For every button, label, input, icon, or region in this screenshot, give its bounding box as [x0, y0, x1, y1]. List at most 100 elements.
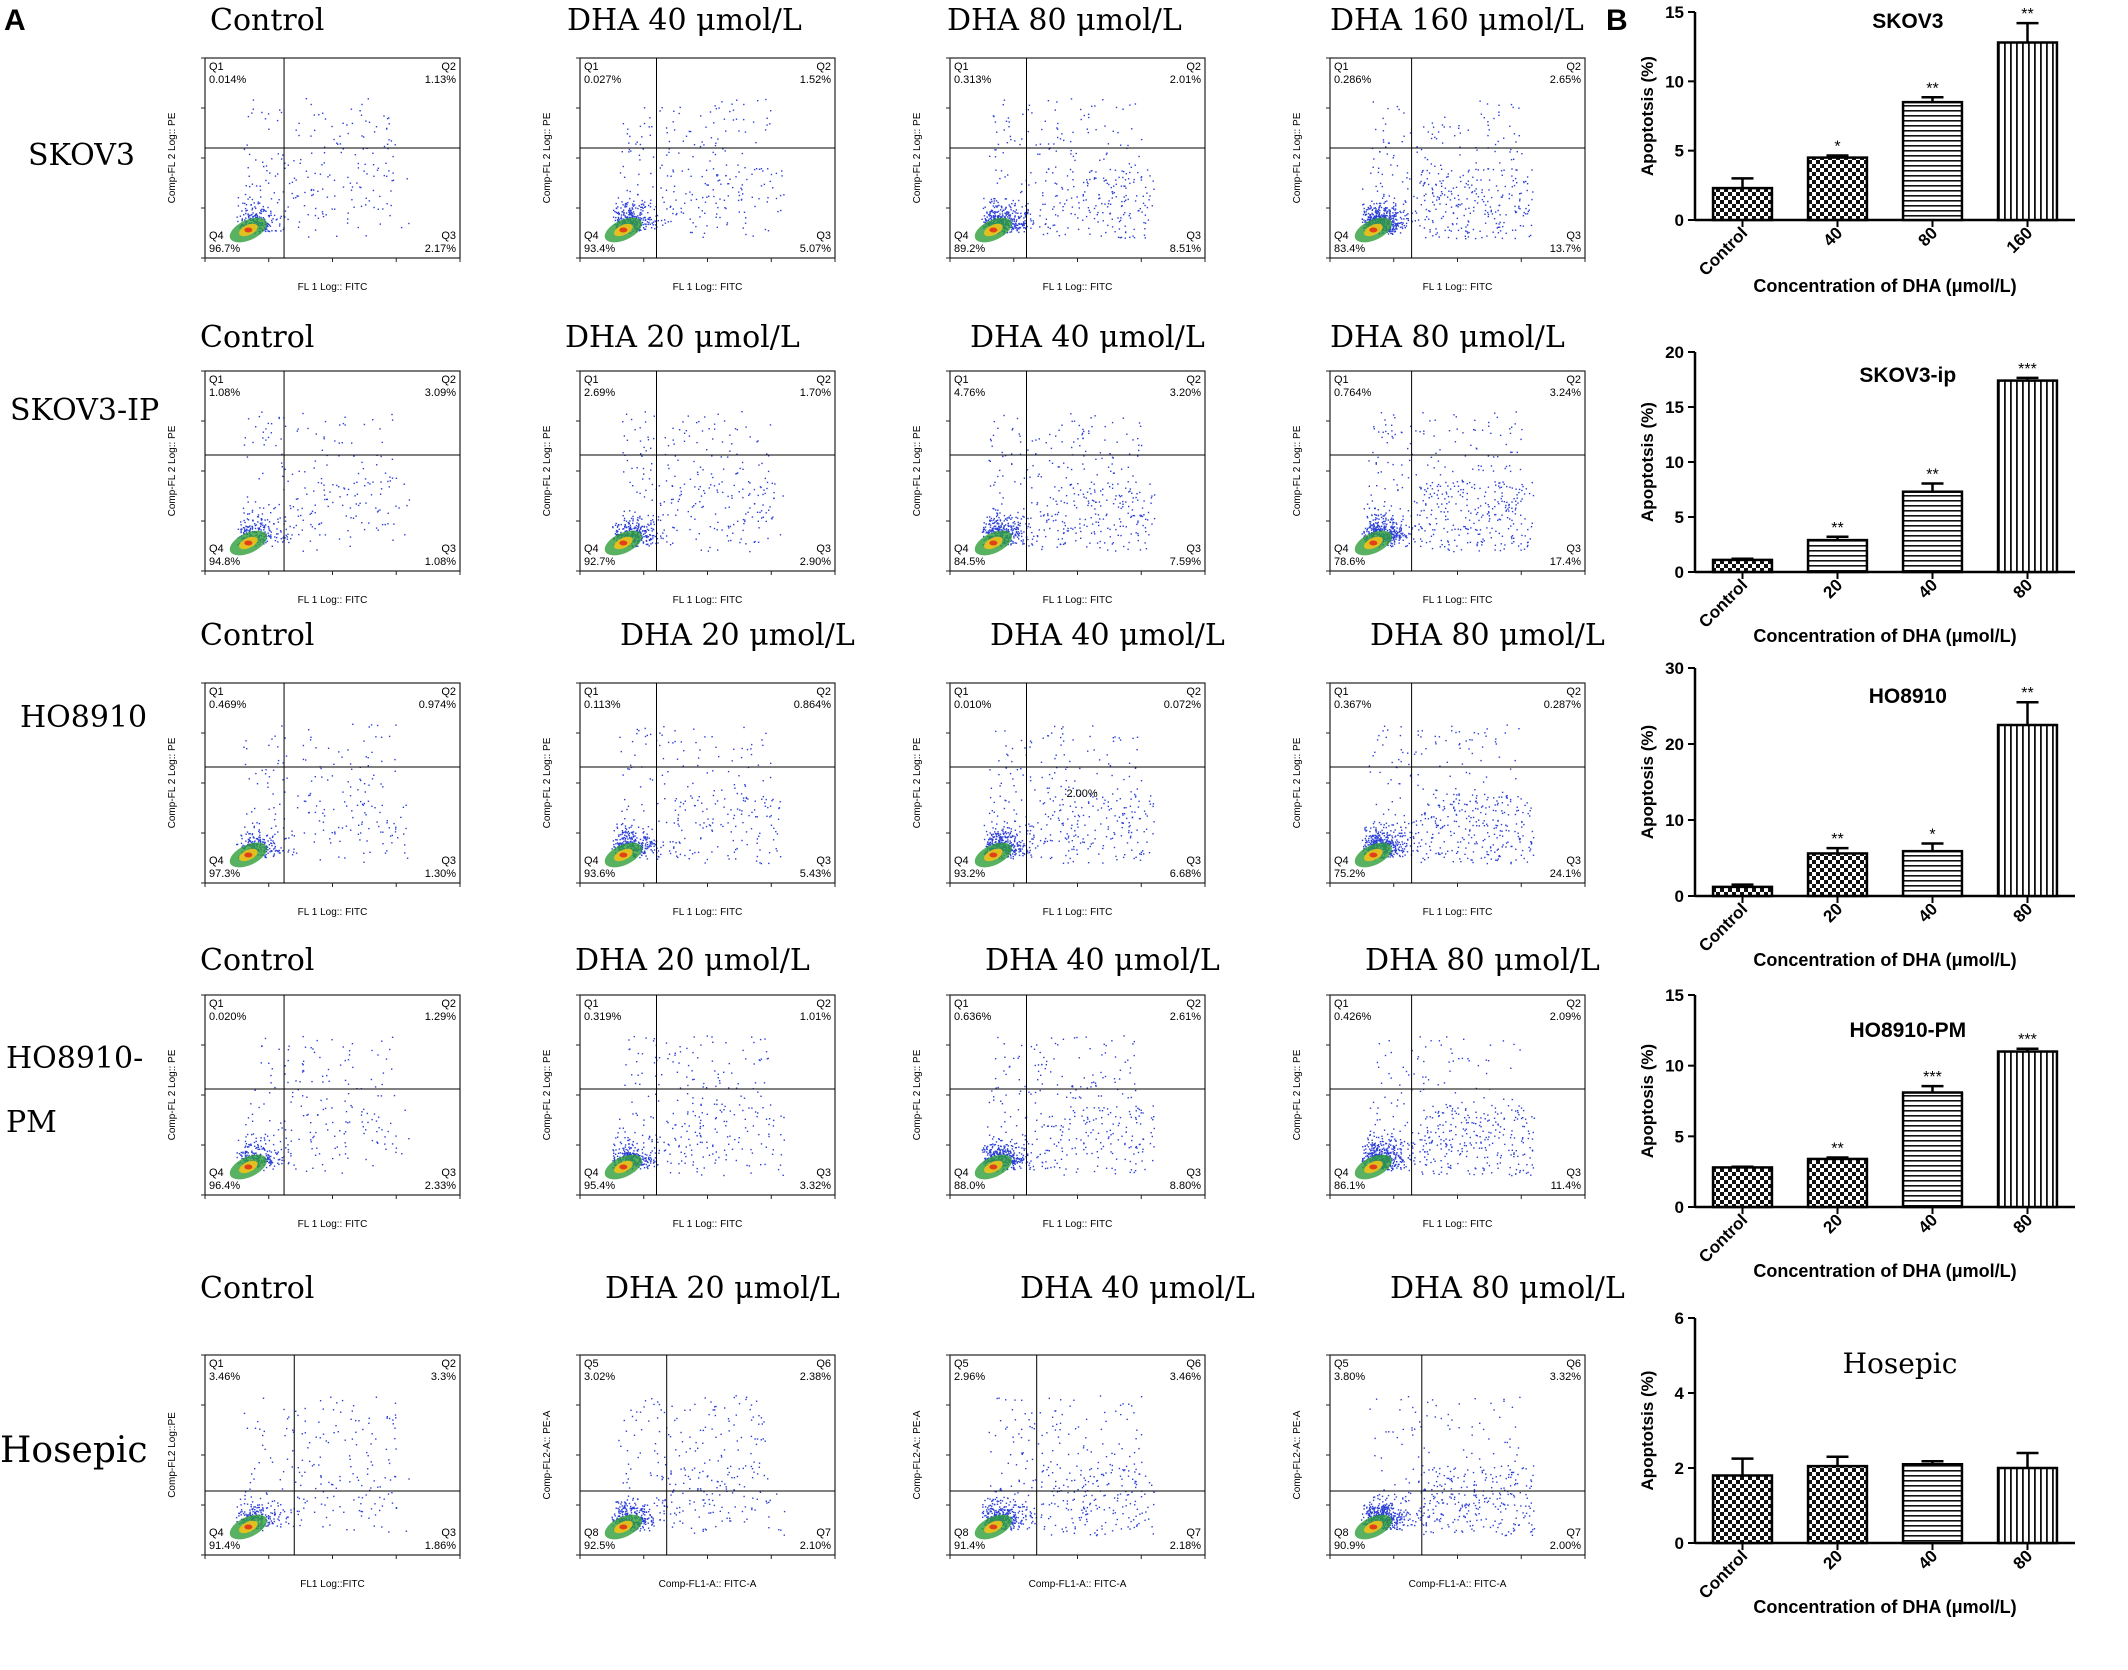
event-dot [1098, 198, 1099, 199]
event-dot [259, 527, 260, 528]
event-dot [1108, 184, 1109, 185]
event-dot [322, 450, 323, 451]
event-dot [1501, 501, 1502, 502]
event-dot [993, 523, 994, 524]
event-dot [1478, 469, 1479, 470]
event-dot [1016, 209, 1017, 210]
event-dot [635, 527, 636, 528]
event-dot [315, 460, 316, 461]
event-dot [652, 530, 653, 531]
event-dot [681, 208, 682, 209]
event-dot [1081, 434, 1082, 435]
event-dot [1468, 171, 1469, 172]
event-dot [716, 175, 717, 176]
event-dot [287, 536, 288, 537]
event-dot [1478, 465, 1479, 466]
event-dot [1057, 547, 1058, 548]
event-dot [742, 469, 743, 470]
quadrant-br-name: Q3 [816, 543, 831, 555]
event-dot [997, 529, 998, 530]
event-dot [653, 535, 654, 536]
event-dot [1473, 523, 1474, 524]
event-dot [1409, 460, 1410, 461]
event-dot [1107, 206, 1108, 207]
event-dot [650, 448, 651, 449]
event-dot [1488, 511, 1489, 512]
event-dot [996, 200, 997, 201]
dot-cloud [237, 98, 410, 238]
event-dot [1476, 544, 1477, 545]
event-dot [1136, 524, 1137, 525]
event-dot [1531, 225, 1532, 226]
event-dot [1095, 178, 1096, 179]
event-dot [649, 478, 650, 479]
event-dot [244, 149, 245, 150]
event-dot [1519, 489, 1520, 490]
event-dot [1078, 202, 1079, 203]
event-dot [348, 133, 349, 134]
event-dot [673, 439, 674, 440]
event-dot [1448, 237, 1449, 238]
event-dot [1013, 200, 1014, 201]
event-dot [1015, 225, 1016, 226]
event-dot [1108, 203, 1109, 204]
event-dot [751, 174, 752, 175]
event-dot [1028, 184, 1029, 185]
event-dot [1121, 495, 1122, 496]
event-dot [1014, 211, 1015, 212]
event-dot [1129, 163, 1130, 164]
event-dot [1091, 505, 1092, 506]
event-dot [1105, 232, 1106, 233]
event-dot [1123, 418, 1124, 419]
event-dot [756, 168, 757, 169]
event-dot [653, 224, 654, 225]
event-dot [293, 527, 294, 528]
row-label: PM [6, 1105, 57, 1140]
event-dot [690, 219, 691, 220]
event-dot [1417, 197, 1418, 198]
event-dot [745, 426, 746, 427]
event-dot [700, 467, 701, 468]
event-dot [762, 494, 763, 495]
event-dot [1048, 168, 1049, 169]
event-dot [644, 496, 645, 497]
event-dot [989, 516, 990, 517]
event-dot [1466, 198, 1467, 199]
event-dot [703, 490, 704, 491]
event-dot [1010, 519, 1011, 520]
event-dot [735, 176, 736, 177]
event-dot [749, 482, 750, 483]
event-dot [351, 109, 352, 110]
event-dot [679, 113, 680, 114]
event-dot [1456, 187, 1457, 188]
event-dot [1023, 227, 1024, 228]
event-dot [1494, 549, 1495, 550]
event-dot [1106, 153, 1107, 154]
event-dot [1146, 548, 1147, 549]
event-dot [260, 190, 261, 191]
event-dot [1425, 503, 1426, 504]
event-dot [1406, 177, 1407, 178]
event-dot [1002, 215, 1003, 216]
event-dot [999, 213, 1000, 214]
event-dot [1381, 517, 1382, 518]
event-dot [258, 203, 259, 204]
event-dot [776, 198, 777, 199]
event-dot [271, 198, 272, 199]
event-dot [1385, 146, 1386, 147]
event-dot [1518, 108, 1519, 109]
event-dot [1138, 210, 1139, 211]
event-dot [1389, 510, 1390, 511]
event-dot [634, 429, 635, 430]
event-dot [638, 217, 639, 218]
event-dot [1424, 227, 1425, 228]
event-dot [723, 469, 724, 470]
event-dot [1478, 534, 1479, 535]
event-dot [643, 148, 644, 149]
event-dot [714, 428, 715, 429]
event-dot [1475, 509, 1476, 510]
event-dot [1019, 217, 1020, 218]
event-dot [674, 476, 675, 477]
event-dot [346, 515, 347, 516]
event-dot [1432, 548, 1433, 549]
